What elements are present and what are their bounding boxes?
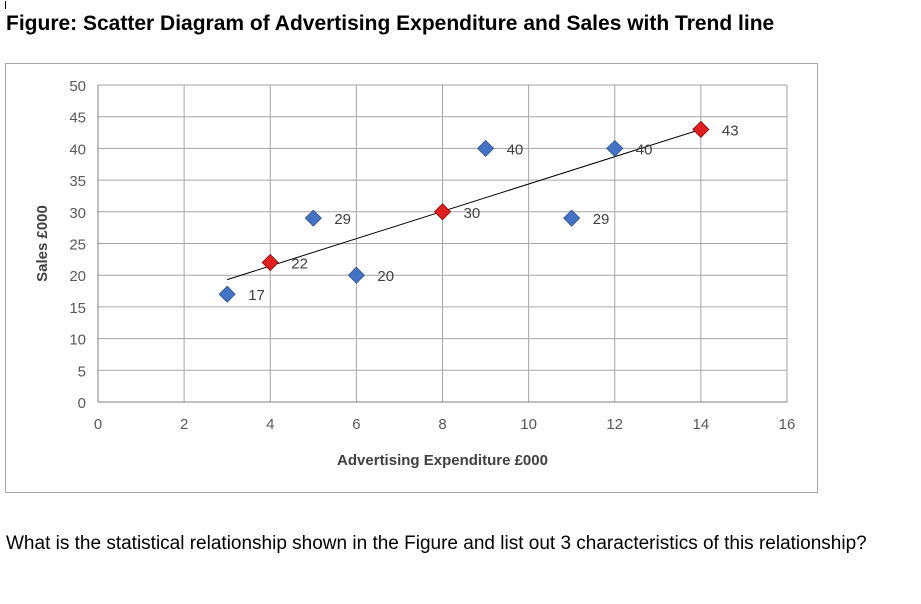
data-point <box>692 120 710 138</box>
data-point <box>261 253 279 272</box>
y-tick-label: 40 <box>69 141 86 158</box>
data-label: 17 <box>248 287 265 304</box>
x-tick-label: 12 <box>606 416 623 433</box>
x-tick-label: 10 <box>520 416 537 433</box>
data-label: 40 <box>507 141 524 158</box>
scatter-chart: 0 5 10 15 20 25 30 35 40 45 50 0 2 4 6 8 10 12 14 16 Adverti… <box>34 78 796 469</box>
data-point <box>304 209 322 227</box>
x-tick-label: 16 <box>779 416 796 433</box>
data-point <box>563 209 581 227</box>
data-point <box>476 139 495 157</box>
y-tick-label: 10 <box>69 332 86 349</box>
y-tick-label: 35 <box>69 173 86 190</box>
data-point <box>347 266 365 284</box>
data-label: 29 <box>593 211 610 228</box>
y-tick-label: 30 <box>69 205 86 222</box>
x-axis-title: Advertising Expenditure £000 <box>337 452 548 469</box>
x-tick-label: 6 <box>352 416 360 433</box>
data-point <box>606 139 624 157</box>
y-tick-label: 20 <box>69 268 86 285</box>
data-point <box>218 285 236 303</box>
question-text: What is the statistical relationship sho… <box>6 533 867 554</box>
text-cursor <box>5 1 6 9</box>
data-label: 22 <box>291 256 308 273</box>
x-tick-label: 2 <box>180 416 188 433</box>
data-point <box>433 203 452 221</box>
x-tick-label: 14 <box>693 416 710 433</box>
data-label: 20 <box>377 268 394 285</box>
data-label: 30 <box>464 205 481 222</box>
y-tick-label: 50 <box>69 78 86 95</box>
y-tick-label: 45 <box>69 110 86 127</box>
figure-title: Figure: Scatter Diagram of Advertising E… <box>6 12 775 35</box>
trend-line <box>227 128 702 281</box>
y-tick-label: 15 <box>69 300 86 317</box>
data-label: 40 <box>636 141 653 158</box>
y-tick-label: 5 <box>78 363 86 380</box>
data-label: 29 <box>334 211 351 228</box>
x-tick-label: 0 <box>94 416 102 433</box>
y-tick-label: 25 <box>69 237 86 254</box>
x-tick-label: 4 <box>266 416 274 433</box>
data-label: 43 <box>722 122 739 139</box>
y-axis-title: Sales £000 <box>34 205 51 282</box>
y-tick-label: 0 <box>78 395 86 412</box>
chart-frame: 0 5 10 15 20 25 30 35 40 45 50 0 2 4 6 8 10 12 14 16 Adverti… <box>5 63 818 493</box>
x-tick-label: 8 <box>438 416 446 433</box>
